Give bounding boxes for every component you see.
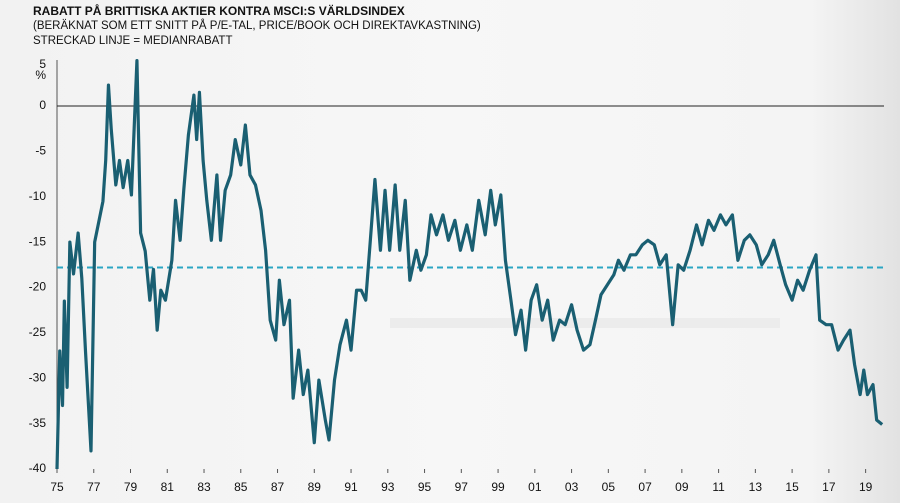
x-tick-label: 09 [675,480,689,494]
y-tick-label: 5 [39,57,46,71]
x-tick-label: 95 [418,480,432,494]
y-tick-label: -10 [29,189,47,203]
y-tick-label: -35 [29,416,47,430]
x-tick-label: 05 [602,480,616,494]
x-tick-label: 99 [491,480,505,494]
y-tick-label: -5 [35,144,46,158]
chart-title: RABATT PÅ BRITTISKA AKTIER KONTRA MSCI:S… [33,3,405,18]
y-tick-label: -30 [29,370,47,384]
x-tick-label: 75 [50,480,64,494]
x-tick-label: 17 [822,480,836,494]
x-tick-label: 81 [161,480,175,494]
x-tick-label: 83 [197,480,211,494]
y-tick-label: -15 [29,234,47,248]
y-tick-label: -40 [29,461,47,475]
x-tick-label: 13 [749,480,763,494]
x-tick-label: 15 [785,480,799,494]
x-tick-label: 89 [308,480,322,494]
y-tick-label: -25 [29,325,47,339]
chart-note: STRECKAD LINJE = MEDIANRABATT [33,35,232,47]
data-line [55,59,884,470]
x-tick-label: 77 [87,480,101,494]
x-tick-label: 19 [859,480,873,494]
watermark-bar [390,318,780,328]
x-tick-label: 97 [455,480,469,494]
x-tick-label: 87 [271,480,285,494]
x-tick-label: 01 [528,480,542,494]
x-tick-label: 91 [344,480,358,494]
x-tick-label: 03 [565,480,579,494]
x-tick-label: 93 [381,480,395,494]
x-tick-label: 11 [712,480,725,494]
y-tick-label: 0 [39,98,46,112]
y-unit: % [35,68,46,82]
x-tick-label: 85 [234,480,248,494]
y-tick-label: -20 [29,280,47,294]
x-tick-label: 79 [124,480,138,494]
x-tick-label: 07 [638,480,652,494]
chart-subtitle: (BERÄKNAT SOM ETT SNITT PÅ P/E-TAL, PRIC… [33,19,481,32]
